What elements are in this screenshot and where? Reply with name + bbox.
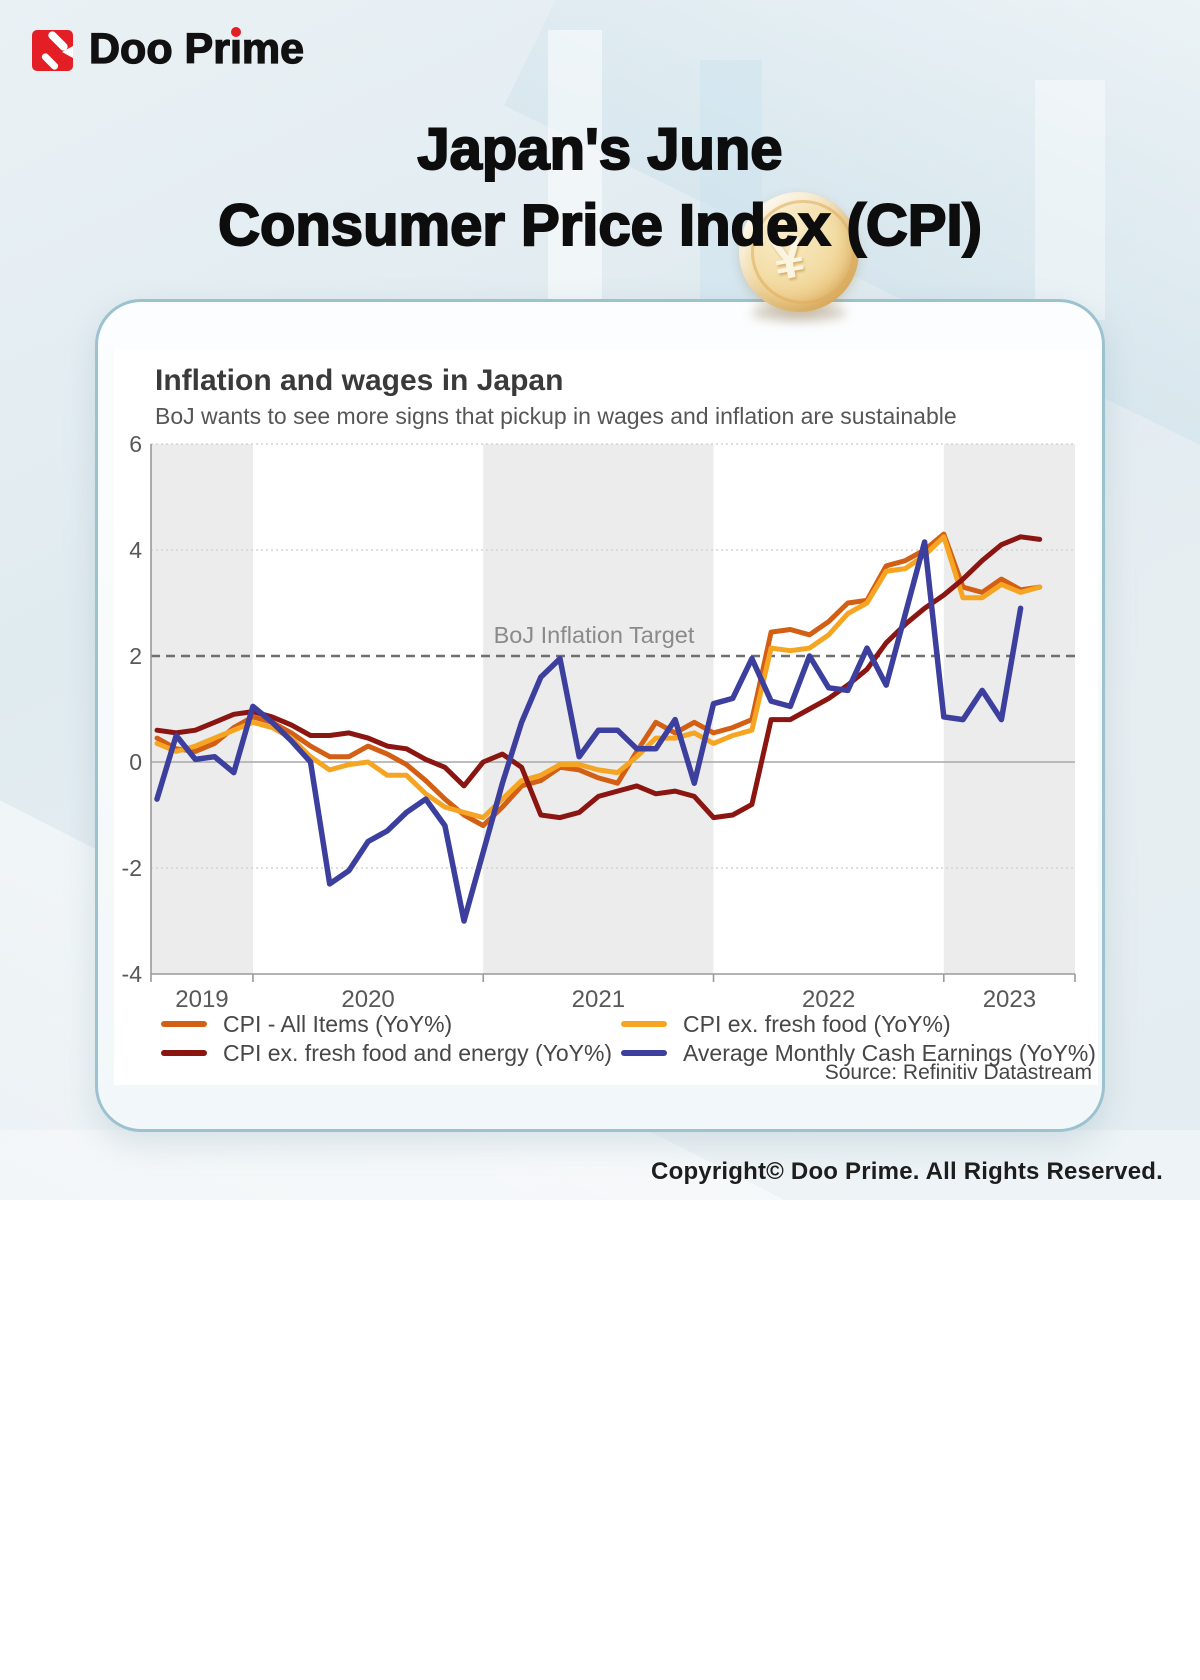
- logo-slash-icon: [40, 51, 60, 72]
- legend-swatch-icon: [621, 1050, 667, 1056]
- page-title-line2: Consumer Price Index (CPI): [217, 192, 983, 259]
- year-band-shaded: [483, 444, 714, 974]
- brand-text: me: [241, 25, 305, 73]
- page-title: Japan's June Consumer Price Index (CPI): [0, 112, 1200, 264]
- x-tick-label: 2022: [802, 986, 855, 1013]
- y-tick-label: -4: [122, 961, 143, 987]
- brand-i-dot-icon: [230, 27, 241, 37]
- boj-target-label: BoJ Inflation Target: [494, 622, 695, 648]
- legend-label: CPI ex. fresh food (YoY%): [683, 1010, 951, 1037]
- legend-item-cpi-ex-fresh-food-yoy: CPI ex. fresh food (YoY%): [621, 1010, 1096, 1037]
- x-tick-label: 2021: [572, 986, 625, 1013]
- y-tick-label: -2: [122, 855, 142, 881]
- logo-slash-icon: [46, 29, 70, 53]
- y-tick-label: 0: [129, 749, 142, 775]
- chart-panel: 6 4 2 0 -2 -4 2019 2020 2021 2022 2023 BoJ Inflatio…: [114, 349, 1098, 1085]
- y-tick-label: 6: [129, 431, 142, 457]
- year-band-shaded: [151, 444, 253, 974]
- y-tick-label: 4: [129, 537, 142, 563]
- chart-card: 6 4 2 0 -2 -4 2019 2020 2021 2022 2023 BoJ Inflatio…: [95, 299, 1105, 1132]
- chart-title: Inflation and wages in Japan: [155, 364, 564, 397]
- legend-swatch-icon: [161, 1050, 207, 1056]
- year-bands: [151, 444, 1075, 974]
- legend-item-cpi-all-items-yoy: CPI - All Items (YoY%): [161, 1010, 621, 1037]
- chart-legend: CPI - All Items (YoY%) CPI ex. fresh food…: [161, 1010, 1096, 1066]
- legend-item-cpi-ex-fresh-food-and-energy-yoy: CPI ex. fresh food and energy (YoY%): [161, 1039, 621, 1066]
- copyright-text: Copyright© Doo Prime. All Rights Reserve…: [651, 1158, 1163, 1185]
- legend-label: CPI ex. fresh food and energy (YoY%): [223, 1039, 613, 1066]
- doo-prime-logo-icon: [32, 29, 73, 72]
- chart-subtitle: BoJ wants to see more signs that pickup …: [155, 403, 957, 429]
- x-tick-label: 2023: [983, 986, 1036, 1013]
- y-tick-label: 2: [129, 643, 142, 669]
- page-title-line1: Japan's June: [416, 116, 783, 183]
- year-band-shaded: [943, 444, 1075, 974]
- brand-letter-i: ı: [229, 25, 242, 73]
- logo-notch-icon: [62, 46, 73, 58]
- legend-swatch-icon: [161, 1021, 207, 1027]
- source-attribution: Source: Refinitiv Datastream: [824, 1061, 1092, 1084]
- x-tick-label: 2019: [175, 986, 228, 1013]
- x-tick-label: 2020: [341, 986, 394, 1013]
- legend-swatch-icon: [621, 1021, 667, 1027]
- brand-wordmark: Doo Prı me: [88, 25, 305, 73]
- inflation-wages-chart: 6 4 2 0 -2 -4 2019 2020 2021 2022 2023 BoJ Inflatio…: [122, 431, 1076, 1013]
- brand-text: Doo Pr: [88, 25, 230, 73]
- legend-label: CPI - All Items (YoY%): [223, 1010, 453, 1037]
